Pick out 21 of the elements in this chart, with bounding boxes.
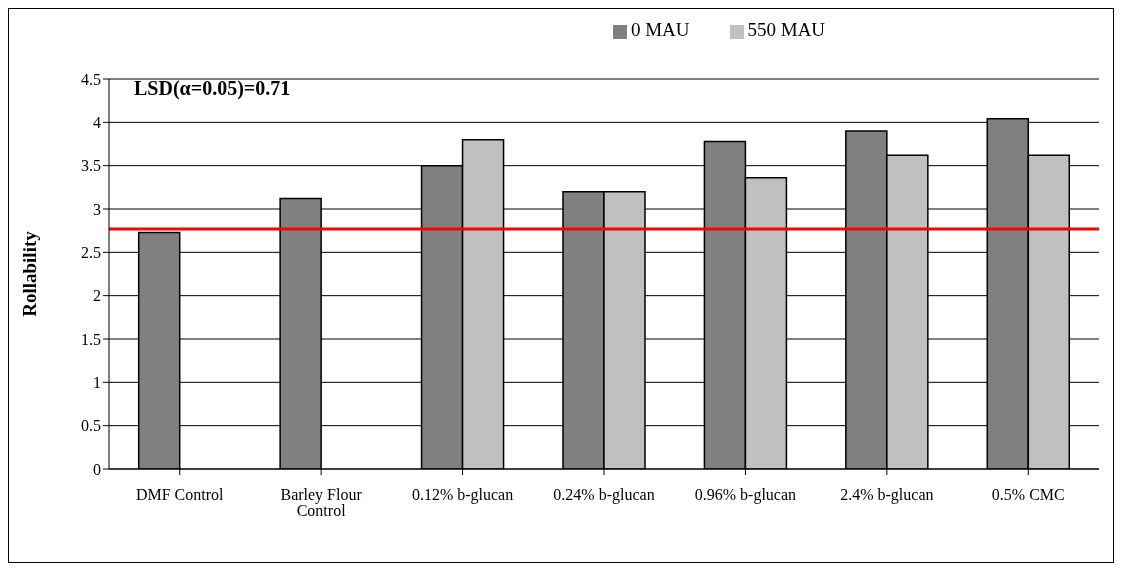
x-tick-label: 0.12% b-glucan [411, 486, 514, 505]
legend-label: 550 MAU [747, 19, 826, 40]
y-tick-label: 4.5 [81, 70, 101, 88]
x-tick-label: 0.5% CMC [991, 486, 1065, 504]
y-tick-label: 1 [93, 374, 101, 392]
y-tick-label: 3.5 [81, 157, 101, 175]
y-tick-label: 2.5 [81, 244, 101, 262]
x-tick-label: Barley Flour Control [280, 486, 363, 520]
y-tick-label: 2 [93, 287, 101, 305]
annotation: LSD(α=0.05)=0.71 [134, 77, 291, 100]
x-tick-label: 0.96% b-glucan [694, 486, 797, 505]
legend-label: 0 MAU [630, 19, 690, 40]
y-axis-title: Rollability [18, 230, 40, 317]
y-tick-label: 4 [93, 114, 101, 132]
y-tick-label: 3 [93, 200, 101, 218]
y-tick-label: 0 [93, 460, 101, 478]
y-tick-label: 1.5 [81, 330, 101, 348]
x-tick-label: 2.4% b-glucan [840, 486, 934, 505]
x-tick-label: 0.24% b-glucan [553, 486, 655, 505]
x-tick-label: DMF Control [135, 486, 225, 504]
y-tick-label: 0.5 [81, 417, 101, 435]
